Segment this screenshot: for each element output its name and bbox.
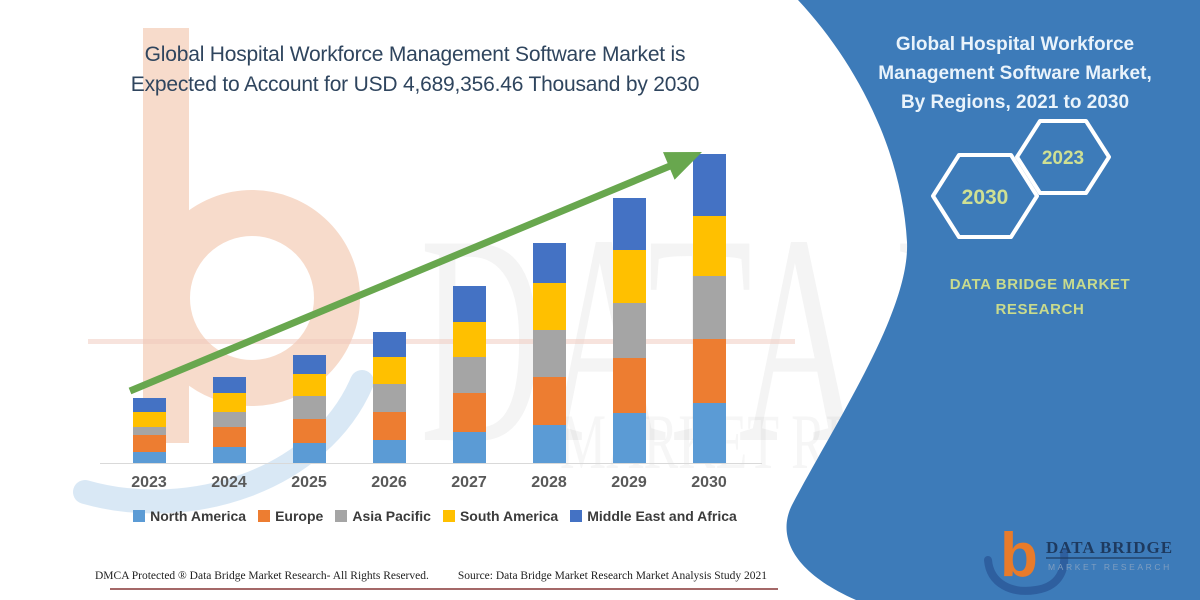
panel-title-line3: By Regions, 2021 to 2030 bbox=[900, 92, 1130, 113]
logo-tagline: MARKET RESEARCH bbox=[1048, 562, 1172, 572]
bar-2026-europe bbox=[372, 411, 406, 440]
logo-d-swoosh-icon bbox=[984, 548, 1069, 595]
bar-2029-north-america bbox=[612, 412, 646, 463]
bar-2027-europe bbox=[452, 393, 486, 433]
hexagon-2030-label: 2030 bbox=[962, 186, 1009, 209]
footer-dmca: DMCA Protected ® Data Bridge Market Rese… bbox=[95, 570, 429, 582]
brand-text: DATA BRIDGE MARKET RESEARCH bbox=[949, 276, 1131, 318]
footer: DMCA Protected ® Data Bridge Market Rese… bbox=[95, 570, 767, 582]
page-title: Global Hospital Workforce Management Sof… bbox=[65, 40, 765, 100]
x-axis-label-2030: 2030 bbox=[691, 474, 727, 491]
footer-source: Source: Data Bridge Market Research Mark… bbox=[457, 570, 767, 582]
page-title-line2: Expected to Account for USD 4,689,356.46… bbox=[130, 73, 700, 96]
hexagon-2023-label: 2023 bbox=[1042, 148, 1084, 169]
logo-b-icon: b bbox=[1000, 521, 1038, 590]
x-axis-label-2029: 2029 bbox=[611, 474, 647, 491]
page-title-line1: Global Hospital Workforce Management Sof… bbox=[144, 43, 686, 66]
x-axis-label-2027: 2027 bbox=[451, 474, 487, 491]
x-axis-label-2028: 2028 bbox=[531, 474, 567, 491]
legend-swatch-south-america bbox=[442, 510, 455, 522]
bar-2030-south-america bbox=[692, 215, 726, 276]
bar-2027-north-america bbox=[452, 432, 486, 463]
bar-2030-europe bbox=[692, 338, 726, 403]
bar-2030-north-america bbox=[692, 402, 726, 463]
hexagon-2030 bbox=[931, 153, 1039, 239]
bar-2030-asia-pacific bbox=[692, 275, 726, 339]
legend-item-south-america: South America bbox=[442, 508, 559, 524]
footer-divider-line bbox=[110, 588, 778, 590]
panel-title-line2: Management Software Market, bbox=[878, 63, 1152, 84]
logo-wordmark: DATA BRIDGE bbox=[1046, 538, 1173, 557]
legend-label-middle-east-and-africa: Middle East and Africa bbox=[587, 508, 737, 524]
bar-2028-north-america bbox=[532, 424, 566, 463]
hexagon-2023 bbox=[1015, 119, 1111, 195]
legend-label-south-america: South America bbox=[459, 508, 559, 524]
legend-swatch-middle-east-and-africa bbox=[570, 510, 583, 522]
panel-title-line1: Global Hospital Workforce bbox=[895, 34, 1135, 55]
x-axis-line bbox=[100, 463, 762, 464]
x-axis-label-2026: 2026 bbox=[371, 474, 407, 491]
bar-2026-north-america bbox=[372, 440, 406, 463]
panel-title: Global Hospital Workforce Management Sof… bbox=[840, 30, 1190, 117]
legend-item-middle-east-and-africa: Middle East and Africa bbox=[570, 508, 737, 524]
